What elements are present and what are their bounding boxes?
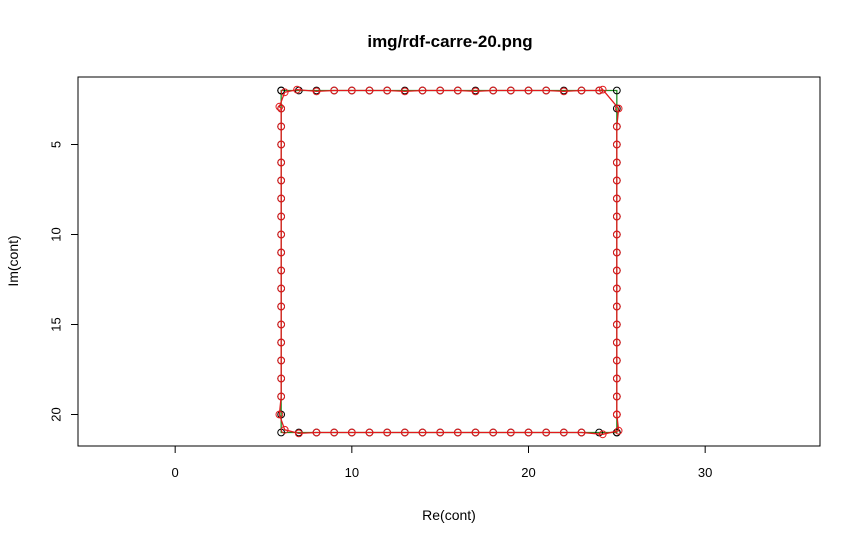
series-1-point bbox=[612, 230, 621, 239]
series-1-point bbox=[383, 428, 392, 437]
series-1-point bbox=[275, 102, 284, 111]
series-1-point bbox=[365, 86, 374, 95]
series-1-point bbox=[612, 284, 621, 293]
series-1-line bbox=[278, 88, 620, 435]
series-1-point bbox=[506, 86, 515, 95]
series-1-point bbox=[489, 428, 498, 437]
series-1-point bbox=[577, 428, 586, 437]
series-1-point bbox=[294, 429, 303, 438]
series-1-point bbox=[612, 320, 621, 329]
series-1-point bbox=[277, 176, 286, 185]
series-1-point bbox=[612, 392, 621, 401]
series-1-point bbox=[436, 428, 445, 437]
series-1-point bbox=[598, 430, 607, 439]
series-1-point bbox=[277, 212, 286, 221]
series-1-point bbox=[312, 428, 321, 437]
series-1-point bbox=[524, 86, 533, 95]
y-axis-label: Im(cont) bbox=[5, 235, 21, 286]
series-1-point bbox=[524, 428, 533, 437]
x-tick-label: 30 bbox=[698, 465, 712, 480]
x-axis: 0 10 20 30 bbox=[172, 445, 712, 480]
series-1-point bbox=[277, 284, 286, 293]
data-series bbox=[275, 85, 623, 439]
series-1-point bbox=[612, 194, 621, 203]
series-1-point bbox=[275, 410, 284, 419]
series-1-point bbox=[506, 428, 515, 437]
series-1-point bbox=[612, 248, 621, 257]
series-1-point bbox=[612, 302, 621, 311]
series-1-point bbox=[471, 428, 480, 437]
series-1-point bbox=[489, 86, 498, 95]
series-1-point bbox=[614, 426, 623, 435]
series-1-point bbox=[453, 86, 462, 95]
series-1-point bbox=[277, 266, 286, 275]
series-1-point bbox=[612, 374, 621, 383]
y-tick-label: 10 bbox=[49, 227, 64, 241]
series-1-point bbox=[277, 194, 286, 203]
series-1-point bbox=[347, 86, 356, 95]
series-1-point bbox=[612, 410, 621, 419]
series-1-point bbox=[277, 356, 286, 365]
y-tick-label: 20 bbox=[49, 407, 64, 421]
series-1-point bbox=[277, 248, 286, 257]
series-1-point bbox=[277, 158, 286, 167]
series-1-point bbox=[277, 320, 286, 329]
series-1-point bbox=[595, 86, 604, 95]
series-1-point bbox=[612, 176, 621, 185]
series-0-point bbox=[612, 86, 621, 95]
series-1-point bbox=[293, 85, 301, 94]
x-axis-label: Re(cont) bbox=[422, 507, 476, 523]
series-1-point bbox=[453, 428, 462, 437]
series-0-line bbox=[280, 89, 618, 434]
series-1-point bbox=[612, 140, 621, 149]
series-1-point bbox=[559, 428, 568, 437]
y-tick-label: 5 bbox=[49, 141, 64, 148]
series-1-point bbox=[612, 212, 621, 221]
series-1-point bbox=[612, 122, 621, 131]
series-1-point bbox=[330, 428, 339, 437]
y-axis: 5 10 15 20 bbox=[49, 141, 79, 422]
series-1-point bbox=[277, 230, 286, 239]
series-1-point bbox=[598, 85, 607, 94]
x-tick-label: 10 bbox=[345, 465, 359, 480]
series-1-point bbox=[612, 338, 621, 347]
series-1-point bbox=[277, 302, 286, 311]
series-1-point bbox=[365, 428, 374, 437]
series-1-point bbox=[277, 122, 286, 131]
series-1-point bbox=[436, 86, 445, 95]
series-1-point bbox=[471, 87, 480, 96]
series-1-point bbox=[330, 86, 339, 95]
series-1-point bbox=[277, 104, 286, 113]
series-1-point bbox=[542, 86, 551, 95]
series-1-point bbox=[418, 86, 427, 95]
series-1-point bbox=[277, 338, 286, 347]
x-tick-label: 0 bbox=[172, 465, 179, 480]
series-1-point bbox=[612, 356, 621, 365]
chart-title: img/rdf-carre-20.png bbox=[367, 32, 532, 51]
series-1-point bbox=[577, 86, 586, 95]
series-1-point bbox=[280, 425, 289, 434]
series-1-point bbox=[400, 428, 409, 437]
x-tick-label: 20 bbox=[521, 465, 535, 480]
series-1-point bbox=[614, 104, 623, 113]
series-1-point bbox=[418, 428, 427, 437]
series-1-point bbox=[280, 88, 289, 97]
y-tick-label: 15 bbox=[49, 317, 64, 331]
series-1-point bbox=[312, 87, 321, 96]
series-1-point bbox=[277, 140, 286, 149]
series-1-point bbox=[612, 158, 621, 167]
series-1-point bbox=[383, 86, 392, 95]
plot-frame bbox=[77, 76, 821, 447]
series-1-point bbox=[400, 87, 409, 96]
series-1-point bbox=[559, 87, 568, 96]
series-1-point bbox=[277, 392, 286, 401]
series-1-point bbox=[347, 428, 356, 437]
series-1-point bbox=[277, 374, 286, 383]
series-1-point bbox=[542, 428, 551, 437]
series-1-point bbox=[612, 266, 621, 275]
